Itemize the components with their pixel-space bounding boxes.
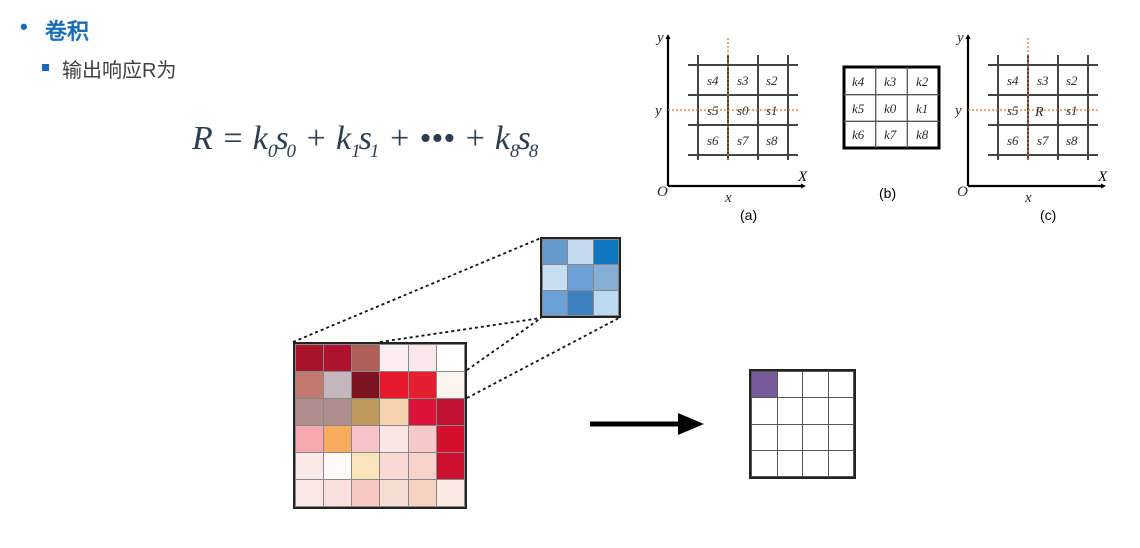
svg-text:s2: s2 — [766, 73, 778, 88]
svg-text:(b): (b) — [879, 185, 896, 201]
svg-text:k7: k7 — [884, 127, 897, 142]
svg-text:s5: s5 — [707, 103, 719, 118]
svg-text:k1: k1 — [916, 101, 928, 116]
svg-text:k4: k4 — [852, 74, 865, 89]
svg-text:k8: k8 — [916, 127, 929, 142]
svg-text:X: X — [1097, 169, 1108, 185]
svg-text:y: y — [655, 103, 662, 119]
svg-text:s7: s7 — [1037, 133, 1049, 148]
svg-text:k5: k5 — [852, 101, 865, 116]
svg-text:s4: s4 — [707, 73, 719, 88]
svg-text:s5: s5 — [1007, 103, 1019, 118]
svg-text:(a): (a) — [740, 207, 757, 223]
svg-text:s3: s3 — [1037, 73, 1049, 88]
svg-text:s0: s0 — [737, 103, 749, 118]
svg-text:y: y — [655, 30, 664, 46]
svg-text:O: O — [957, 184, 968, 200]
svg-text:s6: s6 — [707, 133, 719, 148]
svg-text:k6: k6 — [852, 127, 865, 142]
svg-text:k3: k3 — [884, 74, 897, 89]
svg-text:s8: s8 — [1066, 133, 1078, 148]
svg-text:y: y — [955, 30, 964, 46]
svg-text:s3: s3 — [737, 73, 749, 88]
svg-text:x: x — [1024, 190, 1032, 206]
svg-text:y: y — [955, 103, 962, 119]
svg-text:k2: k2 — [916, 74, 929, 89]
svg-text:s6: s6 — [1007, 133, 1019, 148]
svg-text:s4: s4 — [1007, 73, 1019, 88]
svg-text:O: O — [657, 184, 668, 200]
svg-text:x: x — [724, 190, 732, 206]
svg-text:R: R — [1034, 105, 1044, 120]
svg-text:k0: k0 — [884, 101, 897, 116]
svg-text:(c): (c) — [1040, 207, 1056, 223]
svg-text:s1: s1 — [766, 103, 778, 118]
svg-text:X: X — [797, 169, 808, 185]
svg-text:s1: s1 — [1066, 103, 1078, 118]
svg-text:s8: s8 — [766, 133, 778, 148]
svg-text:s7: s7 — [737, 133, 749, 148]
svg-text:s2: s2 — [1066, 73, 1078, 88]
